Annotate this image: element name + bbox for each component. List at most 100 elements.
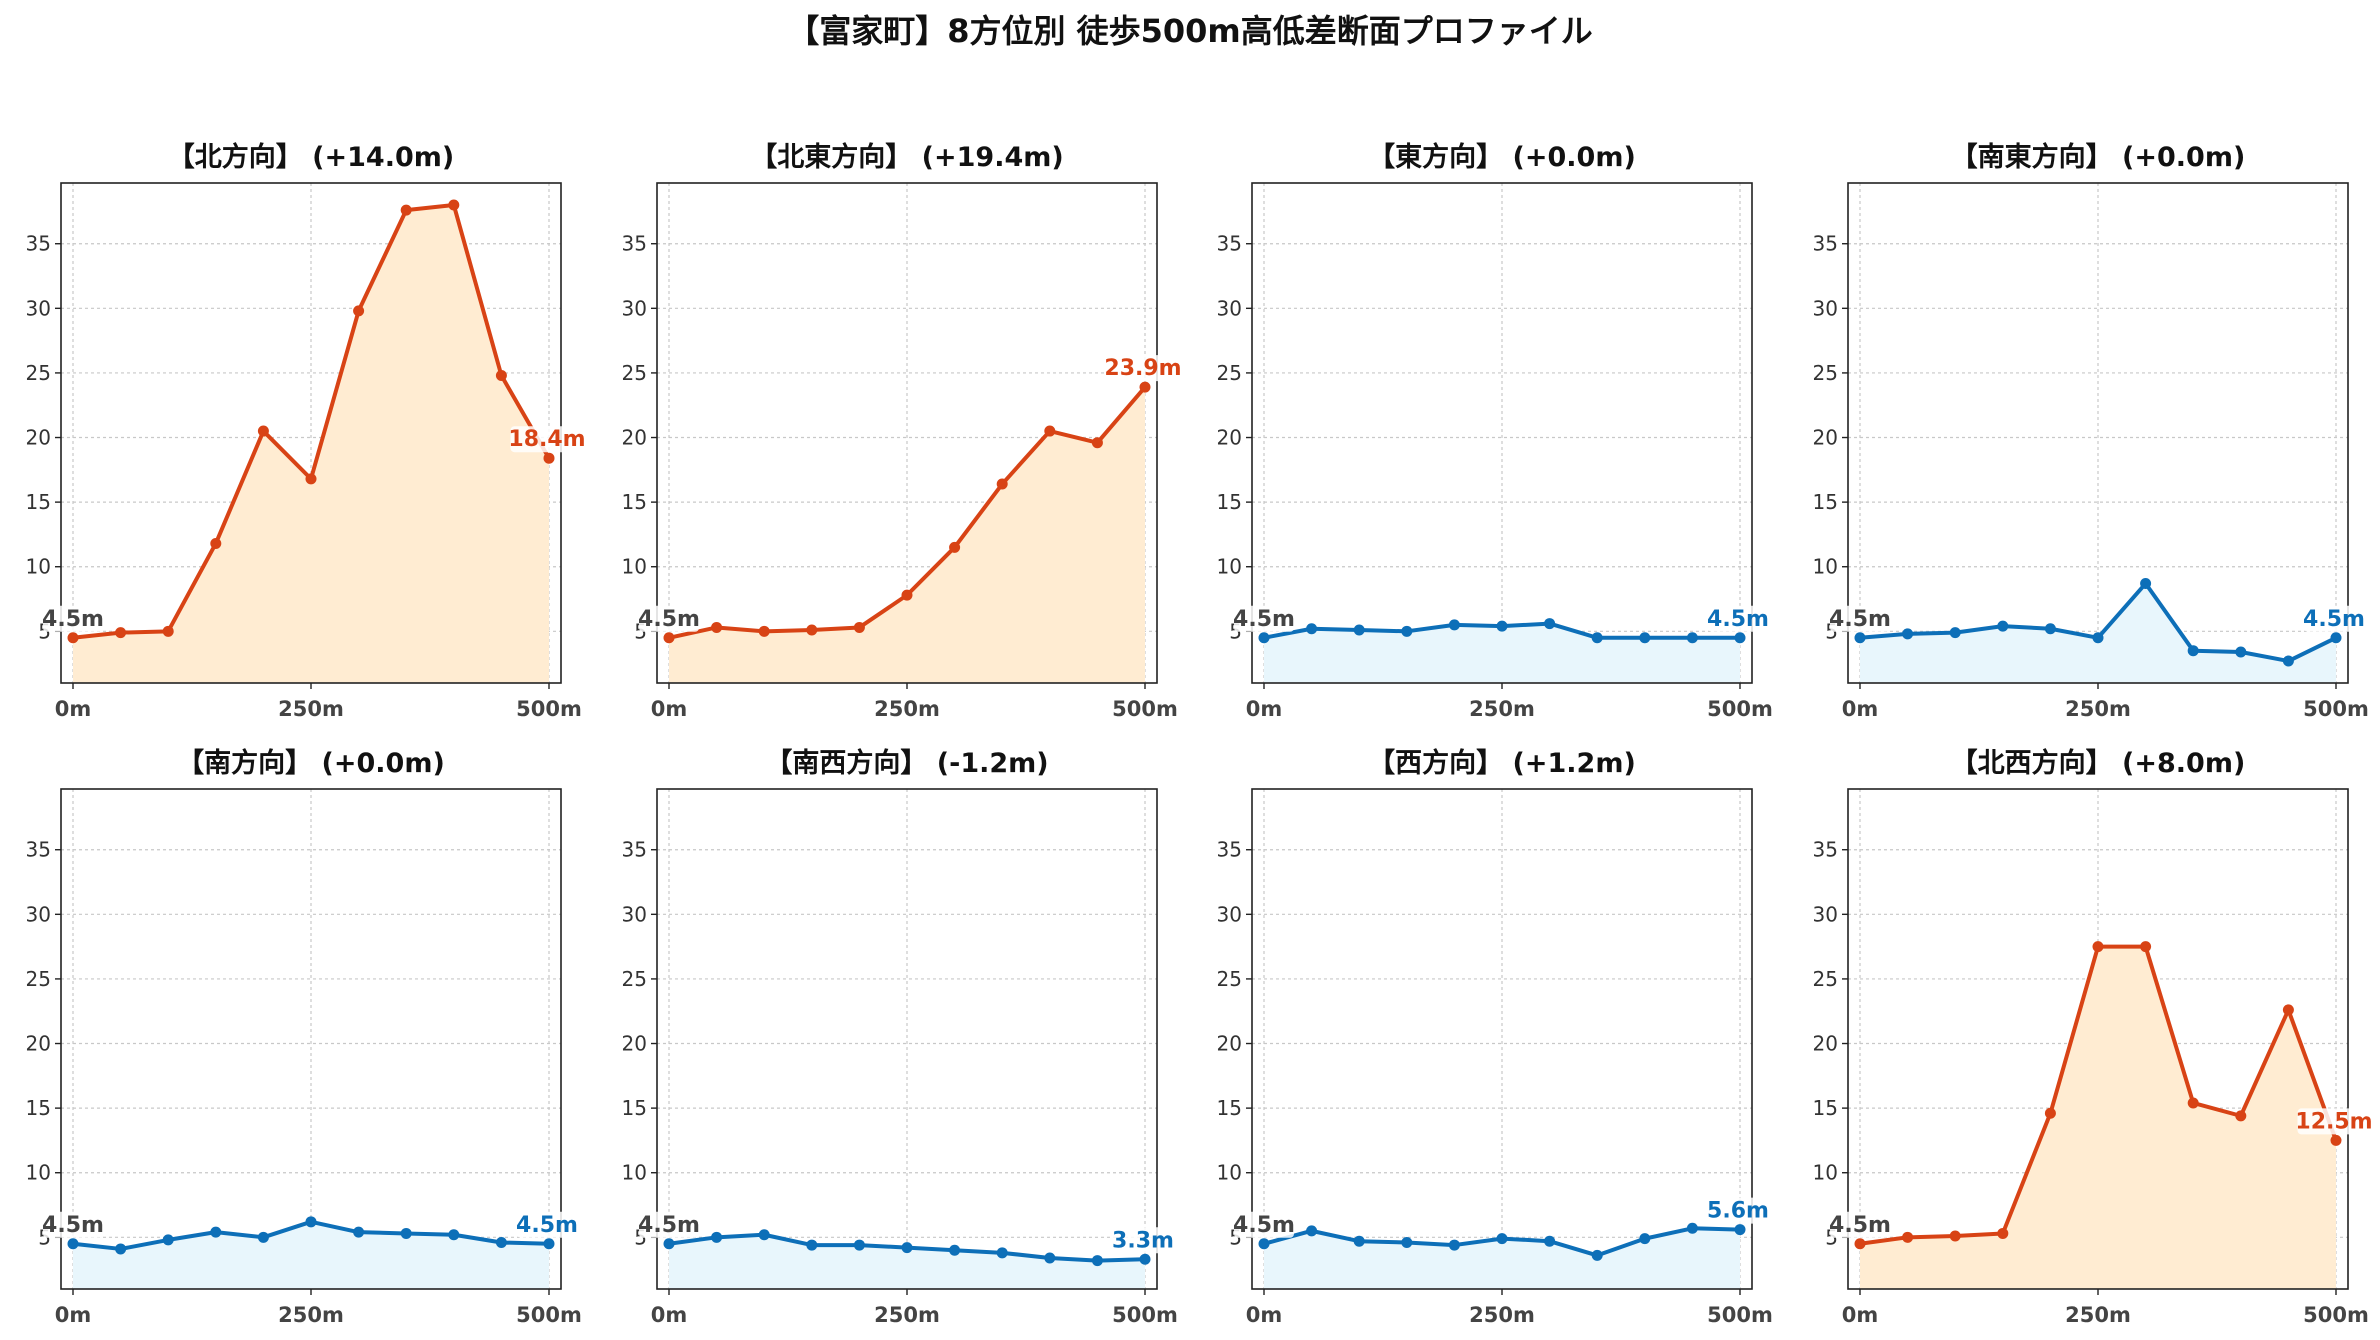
data-point [2044,1107,2056,1119]
x-tick-label: 250m [2065,1303,2131,1327]
y-tick-label: 15 [1813,490,1838,514]
data-point [853,621,865,633]
data-point [996,1247,1008,1259]
start-value-label-bg [43,605,103,632]
x-tick-label: 500m [2303,697,2369,721]
data-point [2092,632,2104,644]
data-point [1902,1231,1914,1243]
x-tick-label: 500m [1112,697,1178,721]
data-point [2044,623,2056,635]
end-value-label: 3.3m [1112,1228,1174,1253]
data-point [1401,1236,1413,1248]
data-point [711,621,723,633]
x-tick-label: 250m [1469,1303,1535,1327]
x-tick-label: 500m [1112,1303,1178,1327]
x-tick-label: 0m [1246,1303,1283,1327]
data-point [305,473,317,485]
data-point [1639,1233,1651,1245]
panel-title: 【南西方向】 (-1.2m) [765,747,1048,779]
data-point [1258,632,1270,644]
start-value-label: 4.5m [1829,607,1891,632]
y-tick-label: 30 [1813,296,1838,320]
y-tick-label: 35 [622,838,647,862]
data-point [1997,1227,2009,1239]
profile-area [1264,623,1740,683]
x-tick-label: 500m [516,697,582,721]
data-point [257,425,269,437]
y-tick-label: 20 [26,426,51,450]
y-tick-label: 25 [1217,361,1242,385]
end-value-label: 4.5m [1707,607,1769,632]
profile-area [73,204,549,684]
data-point [2140,578,2152,590]
data-point [758,1229,770,1241]
data-point [1686,1222,1698,1234]
start-value-label-bg [1234,605,1294,632]
panel-title: 【南方向】 (+0.0m) [177,747,445,779]
y-tick-label: 10 [1813,1161,1838,1185]
x-tick-label: 0m [55,697,92,721]
data-point [1734,1224,1746,1236]
data-point [495,370,507,382]
data-point [1448,619,1460,631]
data-point [2140,941,2152,953]
data-point [2235,1110,2247,1122]
profile-area [1860,583,2336,683]
data-point [1353,624,1365,636]
data-point [353,305,365,317]
data-point [949,1244,961,1256]
start-value-label: 4.5m [1233,1213,1295,1238]
x-tick-label: 250m [1469,697,1535,721]
y-tick-label: 15 [26,1096,51,1120]
data-point [1044,425,1056,437]
x-tick-label: 0m [651,697,688,721]
panel-title: 【北西方向】 (+8.0m) [1951,747,2246,779]
panel-title: 【西方向】 (+1.2m) [1368,747,1636,779]
y-tick-label: 10 [1217,1161,1242,1185]
y-tick-label: 10 [622,555,647,579]
y-tick-label: 15 [622,1096,647,1120]
data-point [711,1231,723,1243]
y-tick-label: 35 [1217,232,1242,256]
data-point [2187,1097,2199,1109]
end-value-label: 23.9m [1104,356,1181,381]
y-tick-label: 35 [622,232,647,256]
y-tick-label: 20 [26,1032,51,1056]
y-tick-label: 20 [622,426,647,450]
figure-title: 【富家町】8方位別 徒歩500m高低差断面プロファイル [787,12,1593,50]
end-value-label: 4.5m [516,1213,578,1238]
y-tick-label: 15 [622,490,647,514]
x-tick-label: 500m [2303,1303,2369,1327]
start-value-label: 4.5m [42,1213,104,1238]
start-value-label: 4.5m [1829,1213,1891,1238]
y-tick-label: 20 [622,1032,647,1056]
data-point [210,1226,222,1238]
data-point [901,1242,913,1254]
x-tick-label: 0m [55,1303,92,1327]
start-value-label: 4.5m [1233,607,1295,632]
data-point [1091,1255,1103,1267]
data-point [1854,1238,1866,1250]
data-point [543,1238,555,1250]
y-tick-label: 35 [26,232,51,256]
data-point [1496,620,1508,632]
y-tick-label: 15 [1217,1096,1242,1120]
x-tick-label: 0m [1842,1303,1879,1327]
data-point [448,199,460,211]
data-point [1448,1239,1460,1251]
data-point [448,1229,460,1241]
data-point [1544,618,1556,630]
data-point [162,1234,174,1246]
data-point [758,625,770,637]
start-value-label-bg [639,605,699,632]
panel-title: 【北方向】 (+14.0m) [168,141,454,173]
data-point [257,1231,269,1243]
y-tick-label: 35 [26,838,51,862]
data-point [901,589,913,601]
